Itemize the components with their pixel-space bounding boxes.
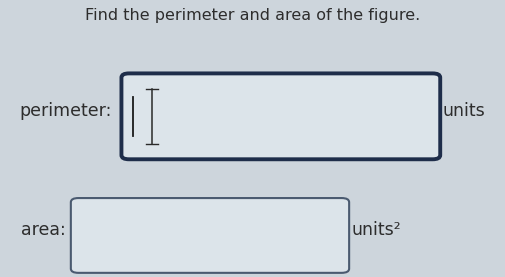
Text: perimeter:: perimeter: [19, 102, 111, 120]
Text: area:: area: [21, 221, 66, 239]
FancyBboxPatch shape [121, 73, 439, 159]
Text: Find the perimeter and area of the figure.: Find the perimeter and area of the figur… [85, 8, 420, 23]
FancyBboxPatch shape [71, 198, 348, 273]
Text: units²: units² [351, 221, 400, 239]
Text: units: units [442, 102, 484, 120]
